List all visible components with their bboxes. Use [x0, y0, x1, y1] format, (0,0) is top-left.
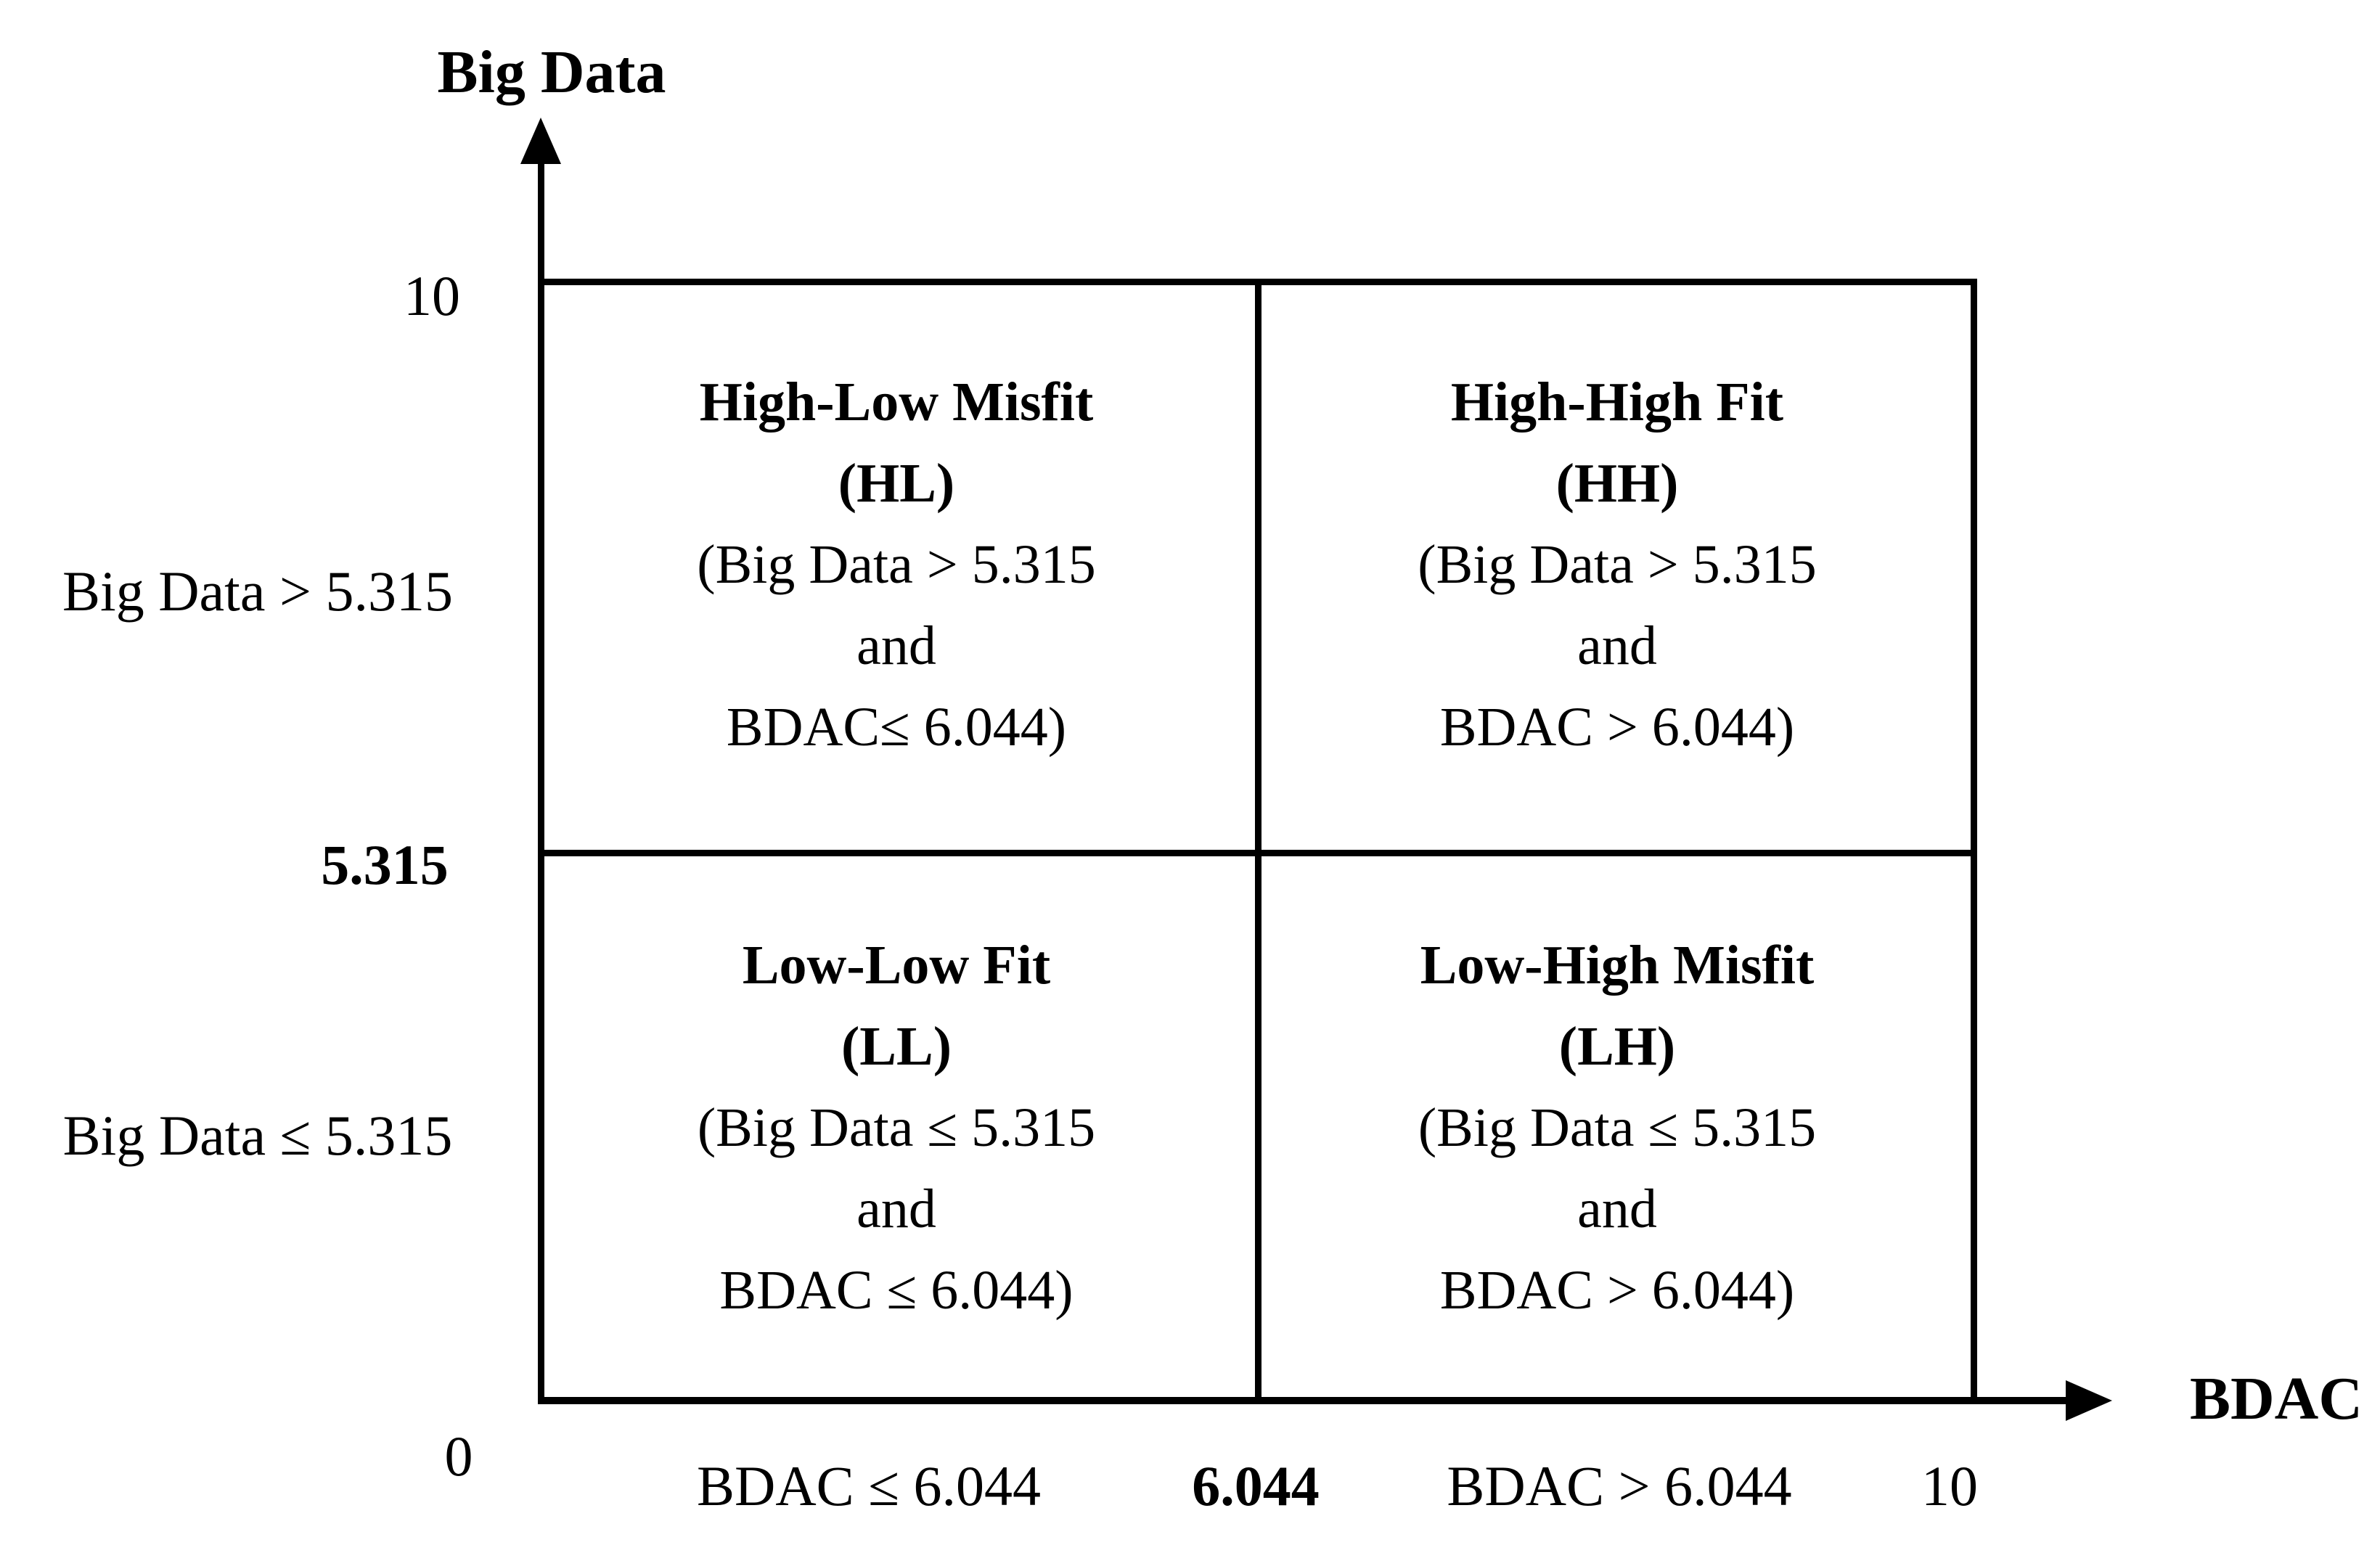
quadrant-condition-line: BDAC≤ 6.044)	[726, 697, 1067, 758]
quadrant-condition-line: and	[1577, 615, 1657, 676]
vertical-divider-line	[1255, 279, 1261, 1404]
quadrant-condition-line: and	[856, 1179, 936, 1239]
quadrant-low-high-misfit: Low-High Misfit (LH) (Big Data ≤ 5.315 a…	[1261, 856, 1973, 1399]
quadrant-condition-line: (Big Data ≤ 5.315	[697, 1097, 1096, 1158]
quadrant-high-low-misfit: High-Low Misfit (HL) (Big Data > 5.315 a…	[544, 285, 1248, 844]
y-region-lower-label: Big Data ≤ 5.315	[62, 1104, 453, 1168]
y-threshold-label: 5.315	[321, 833, 449, 897]
quadrant-title: High-Low Misfit	[699, 372, 1094, 433]
y-region-upper-label: Big Data > 5.315	[62, 560, 453, 623]
y-axis-title: Big Data	[437, 38, 666, 106]
quadrant-code: (LH)	[1558, 1016, 1676, 1077]
quadrant-condition-line: (Big Data > 5.315	[697, 534, 1096, 595]
quadrant-condition-line: and	[856, 615, 936, 676]
x-region-left-label: BDAC ≤ 6.044	[696, 1454, 1042, 1518]
horizontal-divider-line	[538, 850, 1977, 856]
x-axis-title: BDAC	[2189, 1364, 2363, 1433]
x-threshold-label: 6.044	[1192, 1454, 1320, 1518]
quadrant-low-low-fit: Low-Low Fit (LL) (Big Data ≤ 5.315 and B…	[544, 856, 1248, 1399]
quadrant-title: Low-Low Fit	[742, 935, 1051, 996]
quadrant-condition-line: (Big Data > 5.315	[1418, 534, 1817, 595]
quadrant-condition-line: (Big Data ≤ 5.315	[1418, 1097, 1817, 1158]
quadrant-code: (HH)	[1555, 453, 1679, 514]
y-axis-arrowhead-icon	[520, 118, 561, 164]
quadrant-condition-line: BDAC > 6.044)	[1439, 697, 1795, 758]
quadrant-code: (LL)	[841, 1016, 952, 1077]
quadrant-condition-line: and	[1577, 1179, 1657, 1239]
x-region-right-label: BDAC > 6.044	[1447, 1454, 1792, 1518]
quadrant-high-high-fit: High-High Fit (HH) (Big Data > 5.315 and…	[1261, 285, 1973, 844]
quadrant-condition-line: BDAC ≤ 6.044)	[719, 1260, 1074, 1321]
quadrant-condition-line: BDAC > 6.044)	[1439, 1260, 1795, 1321]
x-axis-arrowhead-icon	[2066, 1380, 2112, 1421]
x-tick-10: 10	[1921, 1454, 1978, 1518]
quadrant-code: (HL)	[838, 453, 955, 514]
y-tick-10: 10	[404, 264, 460, 328]
quadrant-title: High-High Fit	[1450, 372, 1784, 433]
quadrant-title: Low-High Misfit	[1420, 935, 1815, 996]
y-tick-0: 0	[444, 1425, 473, 1488]
